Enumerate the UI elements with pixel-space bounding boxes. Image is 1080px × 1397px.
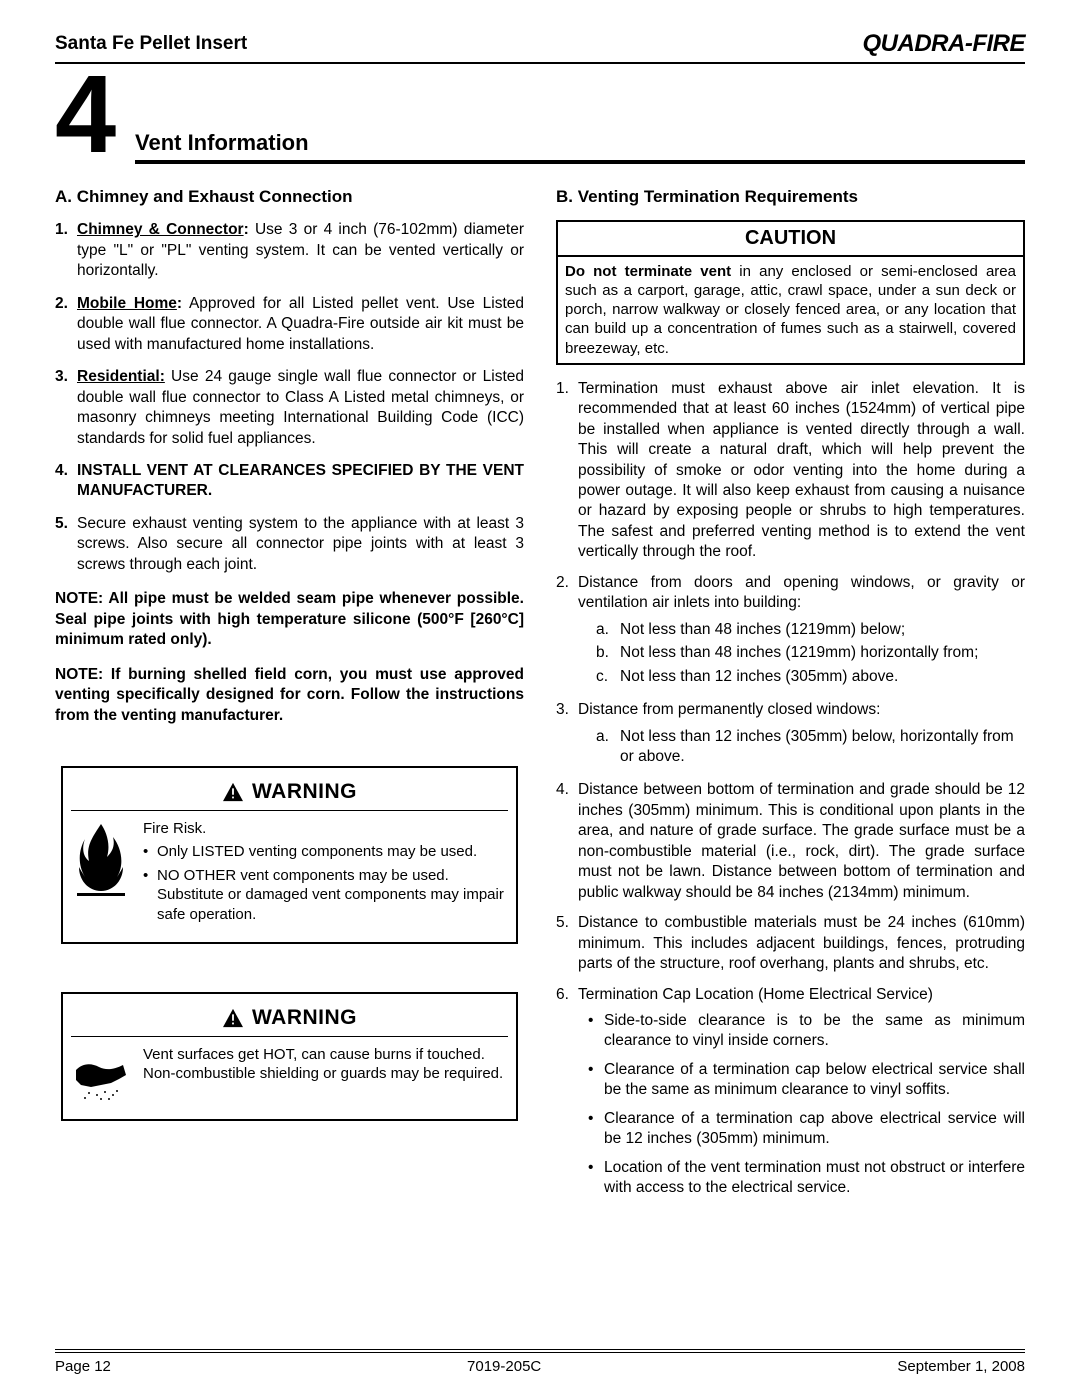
sub-item: a.Not less than 12 inches (305mm) below,… xyxy=(596,727,1025,768)
warning-label: WARNING xyxy=(252,778,357,806)
col-b-item: 4.Distance between bottom of termination… xyxy=(556,780,1025,903)
page-header: Santa Fe Pellet Insert QUADRA-FIRE xyxy=(55,30,1025,64)
sub-item: c.Not less than 12 inches (305mm) above. xyxy=(596,667,1025,687)
col-a-item: 2.Mobile Home: Approved for all Listed p… xyxy=(55,294,524,355)
col-a-item: 1.Chimney & Connector: Use 3 or 4 inch (… xyxy=(55,220,524,281)
hot-surface-icon xyxy=(71,1045,131,1105)
col-a-list: 1.Chimney & Connector: Use 3 or 4 inch (… xyxy=(55,220,524,575)
col-b-item: 6.Termination Cap Location (Home Electri… xyxy=(556,985,1025,1207)
warning-text: Fire Risk. •Only LISTED venting componen… xyxy=(143,819,508,929)
warning-bullets: •Only LISTED venting components may be u… xyxy=(143,842,508,924)
sub-bullet: •Clearance of a termination cap above el… xyxy=(588,1109,1025,1150)
caution-body: Do not terminate vent in any enclosed or… xyxy=(558,257,1023,363)
col-b-list: 1.Termination must exhaust above air inl… xyxy=(556,379,1025,1207)
section-header: 4 Vent Information xyxy=(55,76,1025,168)
caution-box: CAUTION Do not terminate vent in any enc… xyxy=(556,220,1025,364)
footer-page: Page 12 xyxy=(55,1358,111,1375)
col-b-heading: B. Venting Termination Requirements xyxy=(556,186,1025,208)
warning-triangle-icon xyxy=(222,782,244,802)
section-title: Vent Information xyxy=(135,130,309,156)
product-title: Santa Fe Pellet Insert xyxy=(55,33,247,55)
col-a-item: 5.Secure exhaust venting system to the a… xyxy=(55,514,524,575)
warning-triangle-icon xyxy=(222,1008,244,1028)
caution-lead: Do not terminate vent xyxy=(565,263,731,280)
sub-bullet: •Side-to-side clearance is to be the sam… xyxy=(588,1011,1025,1052)
sub-item: b.Not less than 48 inches (1219mm) horiz… xyxy=(596,643,1025,663)
warning-lead: Fire Risk. xyxy=(143,819,508,839)
warning-text: Vent surfaces get HOT, can cause burns i… xyxy=(143,1045,508,1084)
warning-body: Fire Risk. •Only LISTED venting componen… xyxy=(71,819,508,929)
col-a-heading: A. Chimney and Exhaust Connection xyxy=(55,186,524,208)
note-2: NOTE: If burning shelled field corn, you… xyxy=(55,665,524,726)
brand-logo: QUADRA-FIRE xyxy=(863,30,1026,58)
warning-box-fire: WARNING Fire Risk. •Only LISTED venting … xyxy=(61,766,518,944)
col-a-item: 4.INSTALL VENT AT CLEARANCES SPECIFIED B… xyxy=(55,461,524,502)
column-b: B. Venting Termination Requirements CAUT… xyxy=(556,186,1025,1217)
sub-bullet: •Clearance of a termination cap below el… xyxy=(588,1060,1025,1101)
footer-doc: 7019-205C xyxy=(467,1358,541,1375)
content-columns: A. Chimney and Exhaust Connection 1.Chim… xyxy=(55,186,1025,1217)
col-b-item: 3.Distance from permanently closed windo… xyxy=(556,700,1025,770)
col-a-item: 3.Residential: Use 24 gauge single wall … xyxy=(55,367,524,449)
fire-icon xyxy=(71,819,131,899)
col-b-item: 1.Termination must exhaust above air inl… xyxy=(556,379,1025,563)
footer-date: September 1, 2008 xyxy=(897,1358,1025,1375)
warning-head: WARNING xyxy=(71,778,508,811)
warning-bullet: •NO OTHER vent components may be used. S… xyxy=(143,866,508,925)
warning-bullet: •Only LISTED venting components may be u… xyxy=(143,842,508,862)
warning-head: WARNING xyxy=(71,1004,508,1037)
warning-box-hot: WARNING Vent surfaces get HOT, can cause… xyxy=(61,992,518,1121)
warning-label: WARNING xyxy=(252,1004,357,1032)
col-b-item: 2.Distance from doors and opening window… xyxy=(556,573,1025,690)
caution-title: CAUTION xyxy=(558,222,1023,256)
section-rule xyxy=(135,160,1025,164)
warning-body: Vent surfaces get HOT, can cause burns i… xyxy=(71,1045,508,1105)
col-b-item: 5.Distance to combustible materials must… xyxy=(556,913,1025,974)
sub-bullet: •Location of the vent termination must n… xyxy=(588,1158,1025,1199)
page-footer: Page 12 7019-205C September 1, 2008 xyxy=(55,1349,1025,1375)
section-number: 4 xyxy=(55,70,116,160)
sub-item: a.Not less than 48 inches (1219mm) below… xyxy=(596,620,1025,640)
note-1: NOTE: All pipe must be welded seam pipe … xyxy=(55,589,524,650)
column-a: A. Chimney and Exhaust Connection 1.Chim… xyxy=(55,186,524,1217)
